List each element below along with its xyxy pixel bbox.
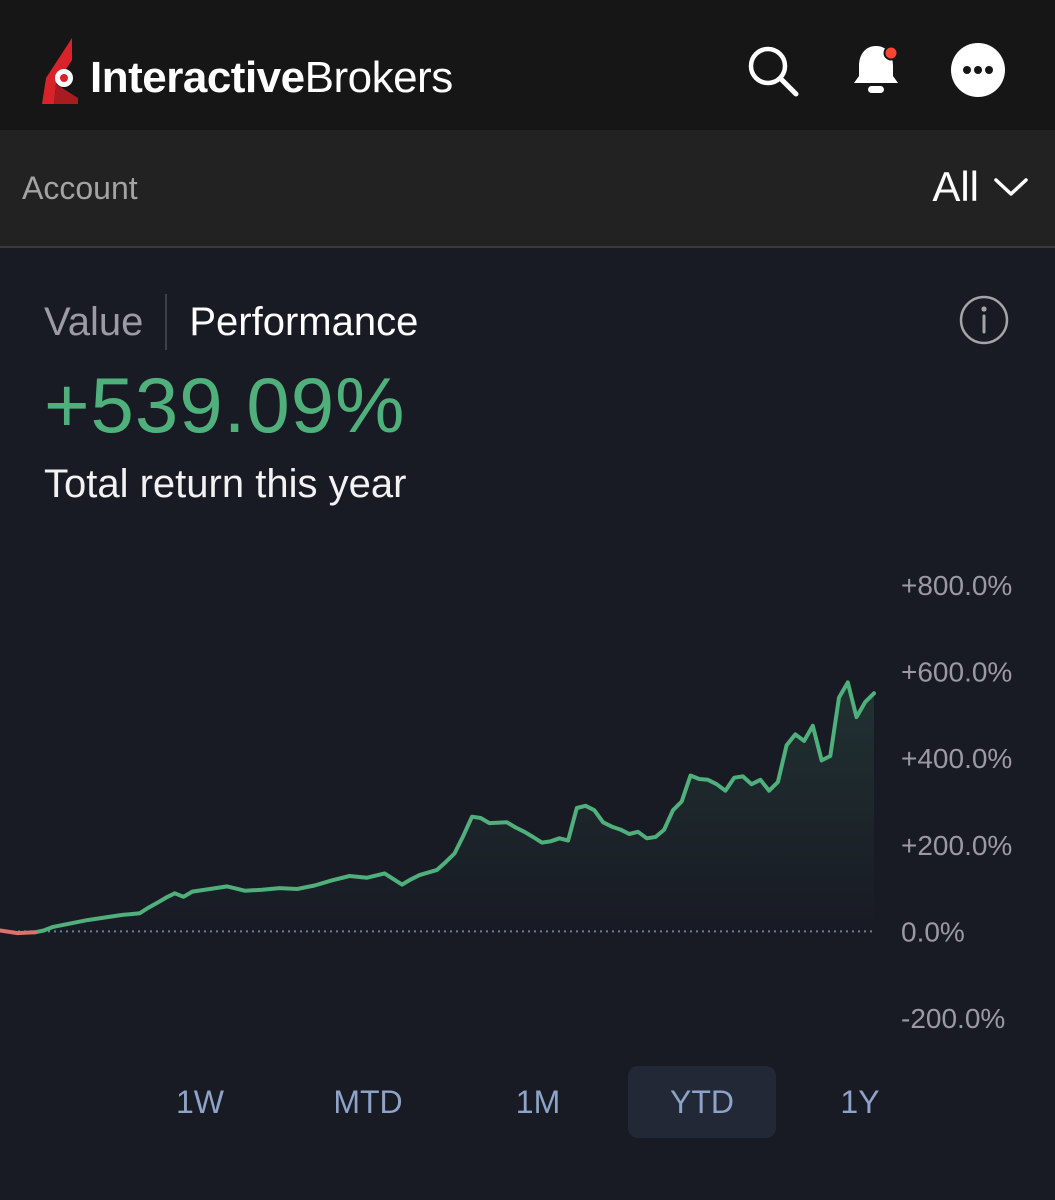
- search-icon[interactable]: [742, 40, 802, 100]
- account-selector[interactable]: All: [932, 163, 1029, 211]
- performance-chart[interactable]: +800.0% +600.0% +400.0% +200.0% 0.0% -200.0%: [0, 560, 1055, 1040]
- account-selected-value: All: [932, 163, 979, 210]
- info-icon[interactable]: [958, 294, 1010, 346]
- chart-series-line-positive: [33, 680, 876, 935]
- tab-performance[interactable]: Performance: [189, 299, 419, 344]
- period-button-ytd[interactable]: YTD: [628, 1066, 776, 1138]
- bell-icon[interactable]: [846, 40, 906, 100]
- y-tick-label: +200.0%: [901, 830, 1012, 861]
- account-label: Account: [22, 170, 138, 206]
- tab-divider: [165, 294, 168, 350]
- account-bar: [0, 130, 1055, 248]
- chart-area-fill: [0, 682, 874, 934]
- brand-name-part2: Brokers: [304, 53, 454, 102]
- more-icon[interactable]: [948, 40, 1008, 100]
- y-tick-label: -200.0%: [901, 1003, 1005, 1034]
- y-tick-label: +400.0%: [901, 743, 1012, 774]
- y-tick-label: 0.0%: [901, 916, 965, 947]
- top-app-bar: InteractiveBrokers: [0, 0, 1055, 130]
- y-tick-label: +600.0%: [901, 657, 1012, 688]
- period-button-1y[interactable]: 1Y: [840, 1083, 880, 1120]
- total-return-caption: Total return this year: [44, 462, 407, 506]
- ib-logo-mark-icon: [42, 38, 78, 104]
- chevron-down-icon: [994, 178, 1028, 196]
- view-toggle: Value Performance: [44, 294, 418, 350]
- total-return-value: +539.09%: [44, 361, 406, 449]
- period-button-1m[interactable]: 1M: [515, 1083, 561, 1120]
- notification-dot: [883, 45, 899, 61]
- period-button-mtd[interactable]: MTD: [333, 1083, 403, 1120]
- chart-series-line-negative: [0, 928, 37, 936]
- brand-name-part1: Interactive: [90, 53, 305, 102]
- brand-name: InteractiveBrokers: [90, 53, 453, 103]
- brand-logo: InteractiveBrokers: [42, 38, 453, 104]
- period-button-1w[interactable]: 1W: [176, 1083, 224, 1120]
- tab-value[interactable]: Value: [44, 299, 144, 344]
- y-tick-label: +800.0%: [901, 570, 1012, 601]
